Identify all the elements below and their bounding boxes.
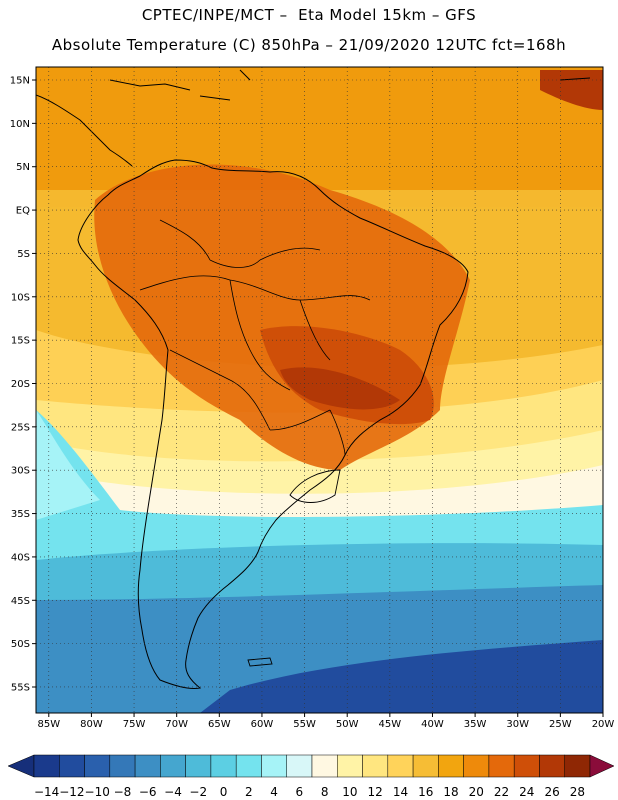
color-legend: −14 −12 −10 −8 −6 −4 −2 0 2 4 6 8 10 12 14 16 18 20 22 24 26… [7,754,615,799]
south-america-coastline [77,159,469,689]
chart-subtitle: Absolute Temperature (C) 850hPa – 21/09/… [51,36,567,54]
lat-tick-label: 25S [11,422,30,433]
map-frame [35,66,604,714]
legend-swatch [59,754,85,778]
legend-swatch [513,754,540,778]
legend-label: 8 [321,785,329,799]
lon-tick-label: 35W [464,719,487,730]
field-hottest-core [280,367,400,410]
legend-swatch [362,754,389,778]
field-atlantic-hot-spot [540,70,603,110]
lat-tick-label: 5N [16,162,30,173]
lon-tick-label: 30W [506,719,529,730]
lon-tick-label: 55W [293,719,316,730]
lat-tick-label: 50S [11,639,30,650]
lat-tick-label: 30S [11,466,30,477]
legend-swatch [286,754,313,778]
legend-swatch [438,754,464,778]
legend-label: 28 [570,785,585,799]
legend-swatch [160,754,186,778]
legend-swatch [337,754,363,778]
latitude-axis: 15N 10N 5N EQ 5S 10S 15S 20S 25S 30S 35S 40S 45S 50S 5… [10,76,36,693]
lon-tick-label: 25W [549,719,572,730]
lat-tick-label: 5S [17,249,30,260]
lon-tick-label: 85W [37,719,60,730]
legend-swatch [564,754,591,778]
legend-label: −12 [59,785,84,799]
lon-tick-label: 40W [421,719,444,730]
legend-label: 4 [270,785,278,799]
legend-under-arrow [7,754,35,778]
legend-labels: −14 −12 −10 −8 −6 −4 −2 0 2 4 6 8 10 12 14 16 18 20 22 24 26… [34,785,585,799]
caribbean-islands [109,69,591,101]
legend-swatch [311,754,338,778]
lat-tick-label: 40S [11,552,30,563]
rio-de-la-plata [289,469,341,503]
temperature-map: 15N 10N 5N EQ 5S 10S 15S 20S 25S 30S 35S 40S 45S 50S 5… [10,66,614,730]
grid [36,67,604,713]
legend-label: 20 [469,785,484,799]
legend-swatch [412,754,439,778]
legend-label: 26 [544,785,559,799]
legend-label: −10 [85,785,110,799]
field-pacific-cold [36,410,100,520]
legend-swatch [539,754,565,778]
lon-tick-label: 80W [80,719,103,730]
legend-label: 12 [368,785,383,799]
lon-tick-label: 75W [123,719,146,730]
legend-label: −6 [139,785,157,799]
legend-label: −8 [114,785,132,799]
field-deep-cold [200,640,603,713]
legend-swatch [387,754,414,778]
central-america-coastline [36,94,133,167]
lon-tick-label: 70W [165,719,188,730]
legend-swatch [134,754,161,778]
legend-label: 0 [220,785,228,799]
legend-swatch [33,754,60,778]
legend-swatch [84,754,111,778]
legend-swatch [210,754,237,778]
legend-over-arrow [589,754,615,778]
legend-label: 18 [443,785,458,799]
lon-tick-label: 60W [251,719,274,730]
lon-tick-label: 45W [379,719,402,730]
falkland-islands [247,657,273,667]
chart-title: CPTEC/INPE/MCT – Eta Model 15km – GFS [141,6,477,24]
legend-swatch [185,754,212,778]
legend-label: 10 [342,785,357,799]
legend-label: 6 [296,785,304,799]
lon-tick-label: 65W [208,719,231,730]
lat-tick-label: 20S [11,379,30,390]
lat-tick-label: 35S [11,509,30,520]
legend-label: 14 [393,785,408,799]
lon-tick-label: 50W [336,719,359,730]
lon-tick-label: 20W [592,719,615,730]
legend-swatch [235,754,262,778]
lat-tick-label: 15S [11,336,30,347]
country-borders [139,219,371,456]
legend-swatch [463,754,490,778]
legend-label: 16 [418,785,433,799]
legend-label: −4 [164,785,182,799]
longitude-axis: 85W 80W 75W 70W 65W 60W 55W 50W 45W 40W 35W 30W 25W 2… [37,713,614,730]
lat-tick-label: 10N [10,119,30,130]
legend-swatch [488,754,515,778]
lat-tick-label: EQ [16,206,30,217]
lat-tick-label: 15N [10,76,30,87]
lat-tick-label: 55S [11,682,30,693]
legend-label: 24 [519,785,534,799]
lat-tick-label: 10S [11,292,30,303]
legend-label: −2 [189,785,207,799]
legend-swatch [261,754,287,778]
legend-label: 22 [494,785,509,799]
legend-swatch [109,754,136,778]
legend-label: 2 [245,785,253,799]
lat-tick-label: 45S [11,596,30,607]
legend-label: −14 [34,785,59,799]
legend-bar [7,754,615,778]
